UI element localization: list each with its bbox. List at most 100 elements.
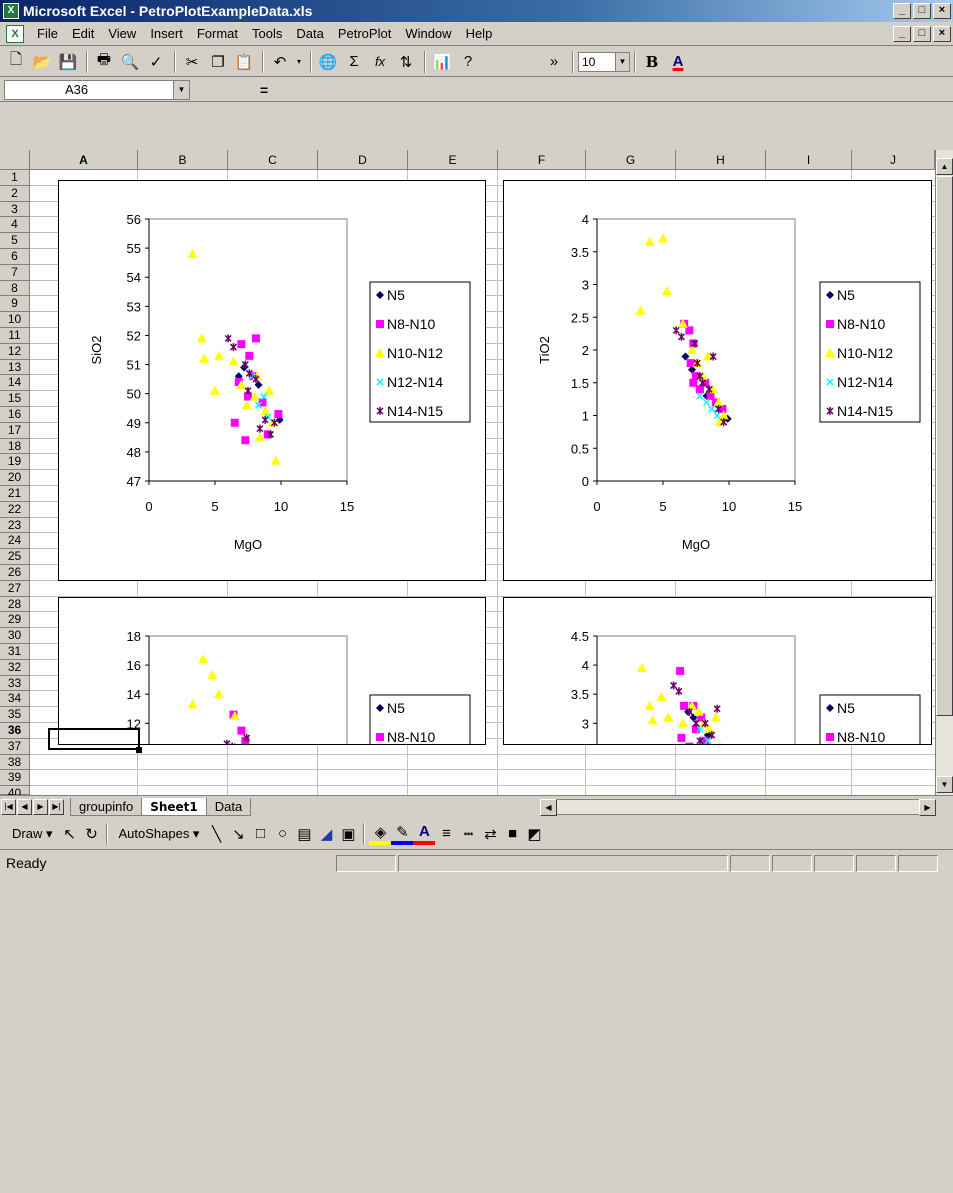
row-header-35[interactable]: 35 xyxy=(0,707,30,723)
row-header-28[interactable]: 28 xyxy=(0,596,30,613)
rectangle-icon[interactable]: □ xyxy=(255,825,265,842)
chart-legend[interactable] xyxy=(819,281,921,423)
minimize-button[interactable]: _ xyxy=(893,3,911,19)
fill-color-icon[interactable]: ◈ xyxy=(369,823,392,845)
workbook-icon[interactable]: X xyxy=(6,24,24,43)
vertical-scrollbar[interactable]: ▲ ▼ xyxy=(935,150,953,795)
row-header-16[interactable]: 16 xyxy=(0,407,30,423)
cut-icon[interactable]: ✂ xyxy=(185,53,199,71)
row-header-30[interactable]: 30 xyxy=(0,628,30,644)
dash-style-icon[interactable]: ┅ xyxy=(463,825,473,843)
menu-tools[interactable]: Tools xyxy=(252,26,283,41)
row-header-37[interactable]: 37 xyxy=(0,738,30,755)
undo-icon[interactable]: ↶ xyxy=(273,53,287,71)
chart-na2o[interactable]: 00.511.522.533.544.5051015MgONa2ON5N8-N1… xyxy=(503,597,932,745)
chart-legend[interactable] xyxy=(369,281,471,423)
column-header-e[interactable]: E xyxy=(408,150,498,170)
menu-view[interactable]: View xyxy=(108,26,137,41)
row-header-33[interactable]: 33 xyxy=(0,675,30,692)
vertical-scroll-thumb[interactable] xyxy=(936,176,953,716)
row-header-36[interactable]: 36 xyxy=(0,723,30,739)
column-header-f[interactable]: F xyxy=(498,150,586,170)
row-header-1[interactable]: 1 xyxy=(0,170,30,186)
row-header-25[interactable]: 25 xyxy=(0,549,30,565)
close-button[interactable]: × xyxy=(933,3,951,19)
menu-data[interactable]: Data xyxy=(296,26,324,41)
column-header-h[interactable]: H xyxy=(676,150,766,170)
formula-equals[interactable]: = xyxy=(260,81,269,98)
row-header-21[interactable]: 21 xyxy=(0,486,30,502)
sort-ascending-icon[interactable]: ⇅ xyxy=(399,53,413,71)
chart-legend[interactable] xyxy=(369,694,471,745)
help-icon[interactable]: ? xyxy=(463,53,473,70)
column-header-g[interactable]: G xyxy=(586,150,676,170)
fill-handle[interactable] xyxy=(136,747,142,753)
bold-button[interactable]: B xyxy=(645,52,659,71)
row-header-3[interactable]: 3 xyxy=(0,201,30,218)
oval-icon[interactable]: ○ xyxy=(277,825,287,842)
row-header-14[interactable]: 14 xyxy=(0,375,30,392)
free-rotate-icon[interactable]: ↻ xyxy=(85,825,98,843)
doc-minimize-button[interactable]: _ xyxy=(893,26,911,42)
chart-wizard-icon[interactable]: 📊 xyxy=(432,53,452,71)
row-header-34[interactable]: 34 xyxy=(0,691,30,708)
menu-file[interactable]: File xyxy=(37,26,58,41)
line-style-icon[interactable]: ≡ xyxy=(442,825,451,842)
row-header-32[interactable]: 32 xyxy=(0,659,30,676)
scroll-down-icon[interactable]: ▼ xyxy=(936,776,953,793)
prev-sheet-icon[interactable]: ◀ xyxy=(17,798,32,815)
column-header-d[interactable]: D xyxy=(318,150,408,170)
plot-area[interactable] xyxy=(596,218,796,482)
scroll-left-icon[interactable]: ◀ xyxy=(540,799,557,816)
line-icon[interactable]: ╲ xyxy=(211,825,221,843)
chevron-down-icon[interactable]: ▼ xyxy=(615,52,629,71)
spelling-icon[interactable]: ✓ xyxy=(149,53,163,71)
autoshapes-menu-button[interactable]: AutoShapes ▾ xyxy=(118,825,200,841)
column-header-c[interactable]: C xyxy=(228,150,318,170)
last-sheet-icon[interactable]: ▶| xyxy=(49,798,64,815)
row-header-19[interactable]: 19 xyxy=(0,454,30,471)
row-header-12[interactable]: 12 xyxy=(0,343,30,360)
menu-window[interactable]: Window xyxy=(405,26,452,41)
row-header-13[interactable]: 13 xyxy=(0,359,30,376)
row-header-27[interactable]: 27 xyxy=(0,580,30,597)
sheet-tab-data[interactable]: Data xyxy=(205,797,252,816)
print-icon[interactable]: 🖶 xyxy=(96,51,112,68)
menu-petroplot[interactable]: PetroPlot xyxy=(337,26,392,41)
row-header-24[interactable]: 24 xyxy=(0,533,30,550)
3d-icon[interactable]: ◩ xyxy=(527,825,542,843)
excel-app-icon[interactable]: X xyxy=(3,3,19,19)
row-header-18[interactable]: 18 xyxy=(0,438,30,455)
row-header-10[interactable]: 10 xyxy=(0,312,30,328)
horizontal-scrollbar[interactable]: ◀ ▶ xyxy=(540,799,936,816)
menu-help[interactable]: Help xyxy=(465,26,493,41)
row-header-26[interactable]: 26 xyxy=(0,565,30,581)
select-objects-icon[interactable]: ↖ xyxy=(63,825,76,843)
row-header-2[interactable]: 2 xyxy=(0,185,30,202)
row-header-8[interactable]: 8 xyxy=(0,280,30,297)
first-sheet-icon[interactable]: |◀ xyxy=(1,798,16,815)
chart-feot[interactable]: 024681012141618051015MgOFeOTN5N8-N10N10-… xyxy=(58,597,486,745)
font-color-icon[interactable]: A xyxy=(413,823,436,845)
scroll-right-icon[interactable]: ▶ xyxy=(919,799,936,816)
font-size-select[interactable]: 10 ▼ xyxy=(578,51,630,72)
wordart-icon[interactable]: ◢ xyxy=(320,825,333,843)
function-icon[interactable]: fx xyxy=(374,54,386,69)
plot-area[interactable] xyxy=(148,635,348,745)
row-header-11[interactable]: 11 xyxy=(0,328,30,344)
menu-edit[interactable]: Edit xyxy=(71,26,95,41)
row-header-4[interactable]: 4 xyxy=(0,217,30,234)
arrow-style-icon[interactable]: ⇄ xyxy=(484,825,497,843)
column-header-b[interactable]: B xyxy=(138,150,228,170)
chart-tio2[interactable]: 0 0.5 1 1.5 2 2.5 3 3.5 4 0 5 10 15 MgO TiO2 N5 N8-N10 N1… xyxy=(503,180,932,581)
select-all-corner[interactable] xyxy=(0,150,30,170)
doc-close-button[interactable]: × xyxy=(933,26,951,42)
text-box-icon[interactable]: ▤ xyxy=(297,825,312,843)
name-box[interactable]: A36 ▼ xyxy=(4,79,190,100)
next-sheet-icon[interactable]: ▶ xyxy=(33,798,48,815)
menu-format[interactable]: Format xyxy=(196,26,238,41)
hyperlink-icon[interactable]: 🌐 xyxy=(318,53,338,71)
row-header-38[interactable]: 38 xyxy=(0,754,30,771)
row-header-15[interactable]: 15 xyxy=(0,391,30,407)
row-header-17[interactable]: 17 xyxy=(0,422,30,439)
